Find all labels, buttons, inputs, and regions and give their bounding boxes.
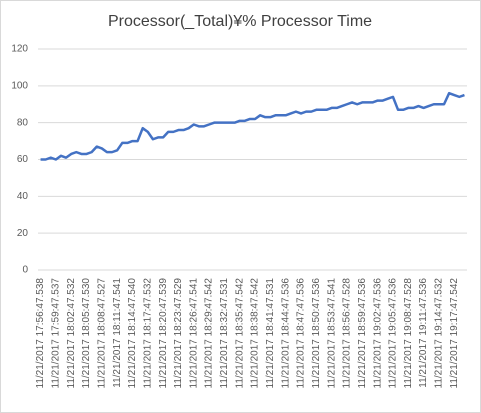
x-tick-label: 11/21/2017 18:56:47.528: [342, 278, 353, 389]
x-tick-label: 11/21/2017 18:05:47.530: [81, 278, 92, 389]
x-tick-label: 11/21/2017 18:23:47.529: [173, 278, 184, 389]
x-tick-label: 11/21/2017 18:32:47.531: [219, 278, 230, 389]
y-tick-label: 0: [22, 265, 28, 276]
x-tick-label: 11/21/2017 18:47:47.536: [296, 278, 307, 389]
x-tick-label: 11/21/2017 18:53:47.541: [326, 278, 337, 389]
data-line: [40, 91, 465, 161]
y-tick-label: 100: [11, 80, 28, 91]
x-tick-label: 11/21/2017 18:20:47.539: [158, 278, 169, 389]
x-tick-label: 11/21/2017 18:02:47.532: [66, 278, 77, 389]
x-tick-label: 11/21/2017 18:17:47.532: [142, 278, 153, 389]
y-tick-label: 40: [17, 191, 29, 202]
x-tick-label: 11/21/2017 19:17:47.542: [449, 278, 460, 389]
x-tick-label: 11/21/2017 18:50:47.536: [311, 278, 322, 389]
x-tick-label: 11/21/2017 18:14:47.540: [127, 278, 138, 389]
y-tick-label: 120: [11, 44, 28, 55]
x-tick-label: 11/21/2017 18:11:47.541: [112, 278, 123, 388]
x-tick-label: 11/21/2017 18:44:47.536: [280, 278, 291, 389]
x-tick-label: 11/21/2017 19:05:47.536: [388, 278, 399, 389]
x-tick-label: 11/21/2017 19:14:47.532: [434, 278, 445, 389]
chart-title: Processor(_Total)¥% Processor Time: [108, 13, 372, 30]
x-tick-label: 11/21/2017 18:26:47.541: [188, 278, 199, 389]
x-tick-label: 11/21/2017 18:08:47.527: [96, 278, 107, 389]
y-tick-label: 20: [17, 228, 29, 239]
x-tick-label: 11/21/2017 17:59:47.537: [51, 278, 62, 389]
x-tick-label: 11/21/2017 17:56:47.538: [35, 278, 46, 389]
x-tick-label: 11/21/2017 19:08:47.528: [403, 278, 414, 389]
y-tick-label: 80: [17, 117, 29, 128]
y-tick-label: 60: [17, 154, 29, 165]
x-tick-label: 11/21/2017 18:35:47.542: [234, 278, 245, 389]
x-tick-label: 11/21/2017 19:11:47.536: [418, 278, 429, 388]
x-tick-label: 11/21/2017 19:02:47.536: [372, 278, 383, 389]
x-tick-label: 11/21/2017 18:59:47.536: [357, 278, 368, 389]
x-tick-label: 11/21/2017 18:41:47.531: [265, 278, 276, 389]
x-tick-label: 11/21/2017 18:38:47.542: [250, 278, 261, 389]
x-tick-label: 11/21/2017 18:29:47.542: [204, 278, 215, 389]
